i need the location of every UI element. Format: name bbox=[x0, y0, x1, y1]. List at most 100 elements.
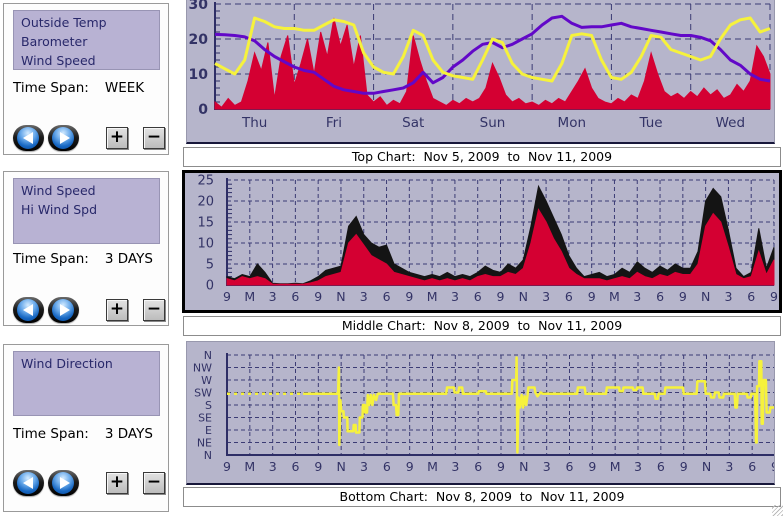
series-listbox-top[interactable]: Outside Temp Barometer Wind Speed bbox=[13, 10, 160, 70]
svg-text:6: 6 bbox=[474, 459, 482, 474]
svg-text:N: N bbox=[702, 459, 711, 474]
svg-text:9: 9 bbox=[405, 289, 413, 304]
zoom-out-button[interactable]: − bbox=[143, 298, 165, 321]
top-chart-caption: Top Chart: Nov 5, 2009 to Nov 11, 2009 bbox=[183, 147, 781, 167]
svg-text:N: N bbox=[701, 289, 710, 304]
svg-text:3: 3 bbox=[634, 459, 642, 474]
svg-text:3: 3 bbox=[633, 289, 641, 304]
series-listbox-middle[interactable]: Wind Speed Hi Wind Spd bbox=[13, 178, 160, 244]
svg-text:20: 20 bbox=[189, 32, 209, 48]
resize-grip-icon[interactable] bbox=[772, 505, 783, 516]
svg-text:6: 6 bbox=[747, 289, 755, 304]
time-span-label: Time Span: bbox=[13, 80, 89, 96]
right-arrow-icon bbox=[60, 131, 70, 144]
svg-text:6: 6 bbox=[291, 289, 299, 304]
forward-button[interactable] bbox=[48, 124, 79, 151]
series-item[interactable]: Outside Temp bbox=[21, 15, 107, 30]
time-span-value[interactable]: 3 DAYS bbox=[104, 426, 153, 442]
svg-text:9: 9 bbox=[497, 459, 505, 474]
control-panel-top-chart: Outside Temp Barometer Wind Speed Time S… bbox=[3, 3, 169, 155]
control-panel-bottom-chart: Wind Direction Time Span: 3 DAYS + − bbox=[3, 344, 169, 512]
time-span-value[interactable]: 3 DAYS bbox=[104, 251, 153, 267]
svg-text:25: 25 bbox=[197, 174, 214, 189]
svg-text:Wed: Wed bbox=[716, 115, 745, 131]
svg-text:Fri: Fri bbox=[326, 115, 342, 131]
svg-text:6: 6 bbox=[383, 459, 391, 474]
svg-text:SW: SW bbox=[194, 386, 212, 399]
nav-button-row: + − bbox=[13, 124, 165, 151]
svg-text:6: 6 bbox=[657, 459, 665, 474]
svg-text:9: 9 bbox=[770, 289, 778, 304]
series-item[interactable]: Hi Wind Spd bbox=[21, 202, 98, 217]
svg-text:M: M bbox=[610, 459, 621, 474]
svg-text:3: 3 bbox=[269, 459, 277, 474]
svg-text:M: M bbox=[244, 289, 255, 304]
svg-text:3: 3 bbox=[360, 459, 368, 474]
series-item[interactable]: Wind Speed bbox=[21, 53, 96, 68]
svg-text:M: M bbox=[244, 459, 255, 474]
svg-text:Tue: Tue bbox=[639, 115, 663, 131]
svg-text:15: 15 bbox=[197, 216, 214, 231]
series-listbox-bottom[interactable]: Wind Direction bbox=[13, 351, 160, 416]
svg-text:N: N bbox=[519, 459, 528, 474]
forward-button[interactable] bbox=[48, 469, 79, 496]
bottom-chart-panel[interactable]: NNWWSWSSEENEN9M369N369M369N369M369N369 bbox=[186, 341, 775, 485]
svg-text:9: 9 bbox=[406, 459, 414, 474]
middle-chart-panel-selected[interactable]: 0 5 10 15 20 25 9 M 3 6 9 N 3 6 9 M 3 6 9 N 3 6 9 M 3 6 9 N 3 6 9 bbox=[182, 170, 782, 313]
svg-text:3: 3 bbox=[543, 459, 551, 474]
svg-text:0: 0 bbox=[198, 102, 208, 118]
bottom-chart[interactable]: NNWWSWSSEENEN9M369N369M369N369M369N369 bbox=[187, 342, 774, 483]
svg-text:Sat: Sat bbox=[402, 115, 424, 131]
time-span-row: Time Span: WEEK bbox=[13, 80, 144, 96]
zoom-in-button[interactable]: + bbox=[106, 471, 128, 494]
time-span-label: Time Span: bbox=[13, 426, 89, 442]
series-item[interactable]: Barometer bbox=[21, 34, 88, 49]
time-span-label: Time Span: bbox=[13, 251, 89, 267]
svg-text:20: 20 bbox=[197, 195, 214, 210]
zoom-in-button[interactable]: + bbox=[106, 126, 128, 149]
svg-text:6: 6 bbox=[383, 289, 391, 304]
nav-button-row: + − bbox=[13, 469, 165, 496]
series-item[interactable]: Wind Speed bbox=[21, 183, 96, 198]
svg-text:6: 6 bbox=[656, 289, 664, 304]
svg-text:3: 3 bbox=[269, 289, 277, 304]
right-arrow-icon bbox=[60, 476, 70, 489]
zoom-in-button[interactable]: + bbox=[106, 298, 128, 321]
svg-text:3: 3 bbox=[360, 289, 368, 304]
top-chart-panel[interactable]: 0 10 20 30 Thu Fri Sat Sun Mon Tue Wed bbox=[186, 0, 775, 144]
svg-text:9: 9 bbox=[679, 289, 687, 304]
right-arrow-icon bbox=[60, 303, 70, 316]
time-span-value[interactable]: WEEK bbox=[104, 80, 145, 96]
top-chart[interactable]: 0 10 20 30 Thu Fri Sat Sun Mon Tue Wed bbox=[187, 0, 774, 141]
left-arrow-icon bbox=[23, 303, 33, 316]
svg-text:9: 9 bbox=[771, 459, 774, 474]
svg-text:3: 3 bbox=[724, 289, 732, 304]
svg-text:10: 10 bbox=[197, 237, 214, 252]
svg-text:NW: NW bbox=[193, 361, 212, 374]
svg-text:N: N bbox=[204, 449, 212, 462]
svg-text:9: 9 bbox=[680, 459, 688, 474]
svg-text:9: 9 bbox=[588, 459, 596, 474]
svg-text:SE: SE bbox=[198, 411, 212, 424]
svg-text:9: 9 bbox=[314, 289, 322, 304]
back-button[interactable] bbox=[13, 296, 44, 323]
forward-button[interactable] bbox=[48, 296, 79, 323]
svg-text:0: 0 bbox=[206, 279, 214, 294]
svg-text:3: 3 bbox=[451, 459, 459, 474]
back-button[interactable] bbox=[13, 469, 44, 496]
svg-text:6: 6 bbox=[748, 459, 756, 474]
back-button[interactable] bbox=[13, 124, 44, 151]
zoom-out-button[interactable]: − bbox=[143, 471, 165, 494]
nav-button-row: + − bbox=[13, 296, 165, 323]
svg-text:M: M bbox=[427, 459, 438, 474]
svg-text:N: N bbox=[336, 459, 345, 474]
svg-text:3: 3 bbox=[451, 289, 459, 304]
zoom-out-button[interactable]: − bbox=[143, 126, 165, 149]
svg-text:6: 6 bbox=[566, 459, 574, 474]
series-item[interactable]: Wind Direction bbox=[21, 356, 113, 371]
svg-text:9: 9 bbox=[223, 459, 231, 474]
svg-text:M: M bbox=[427, 289, 438, 304]
svg-text:N: N bbox=[519, 289, 528, 304]
